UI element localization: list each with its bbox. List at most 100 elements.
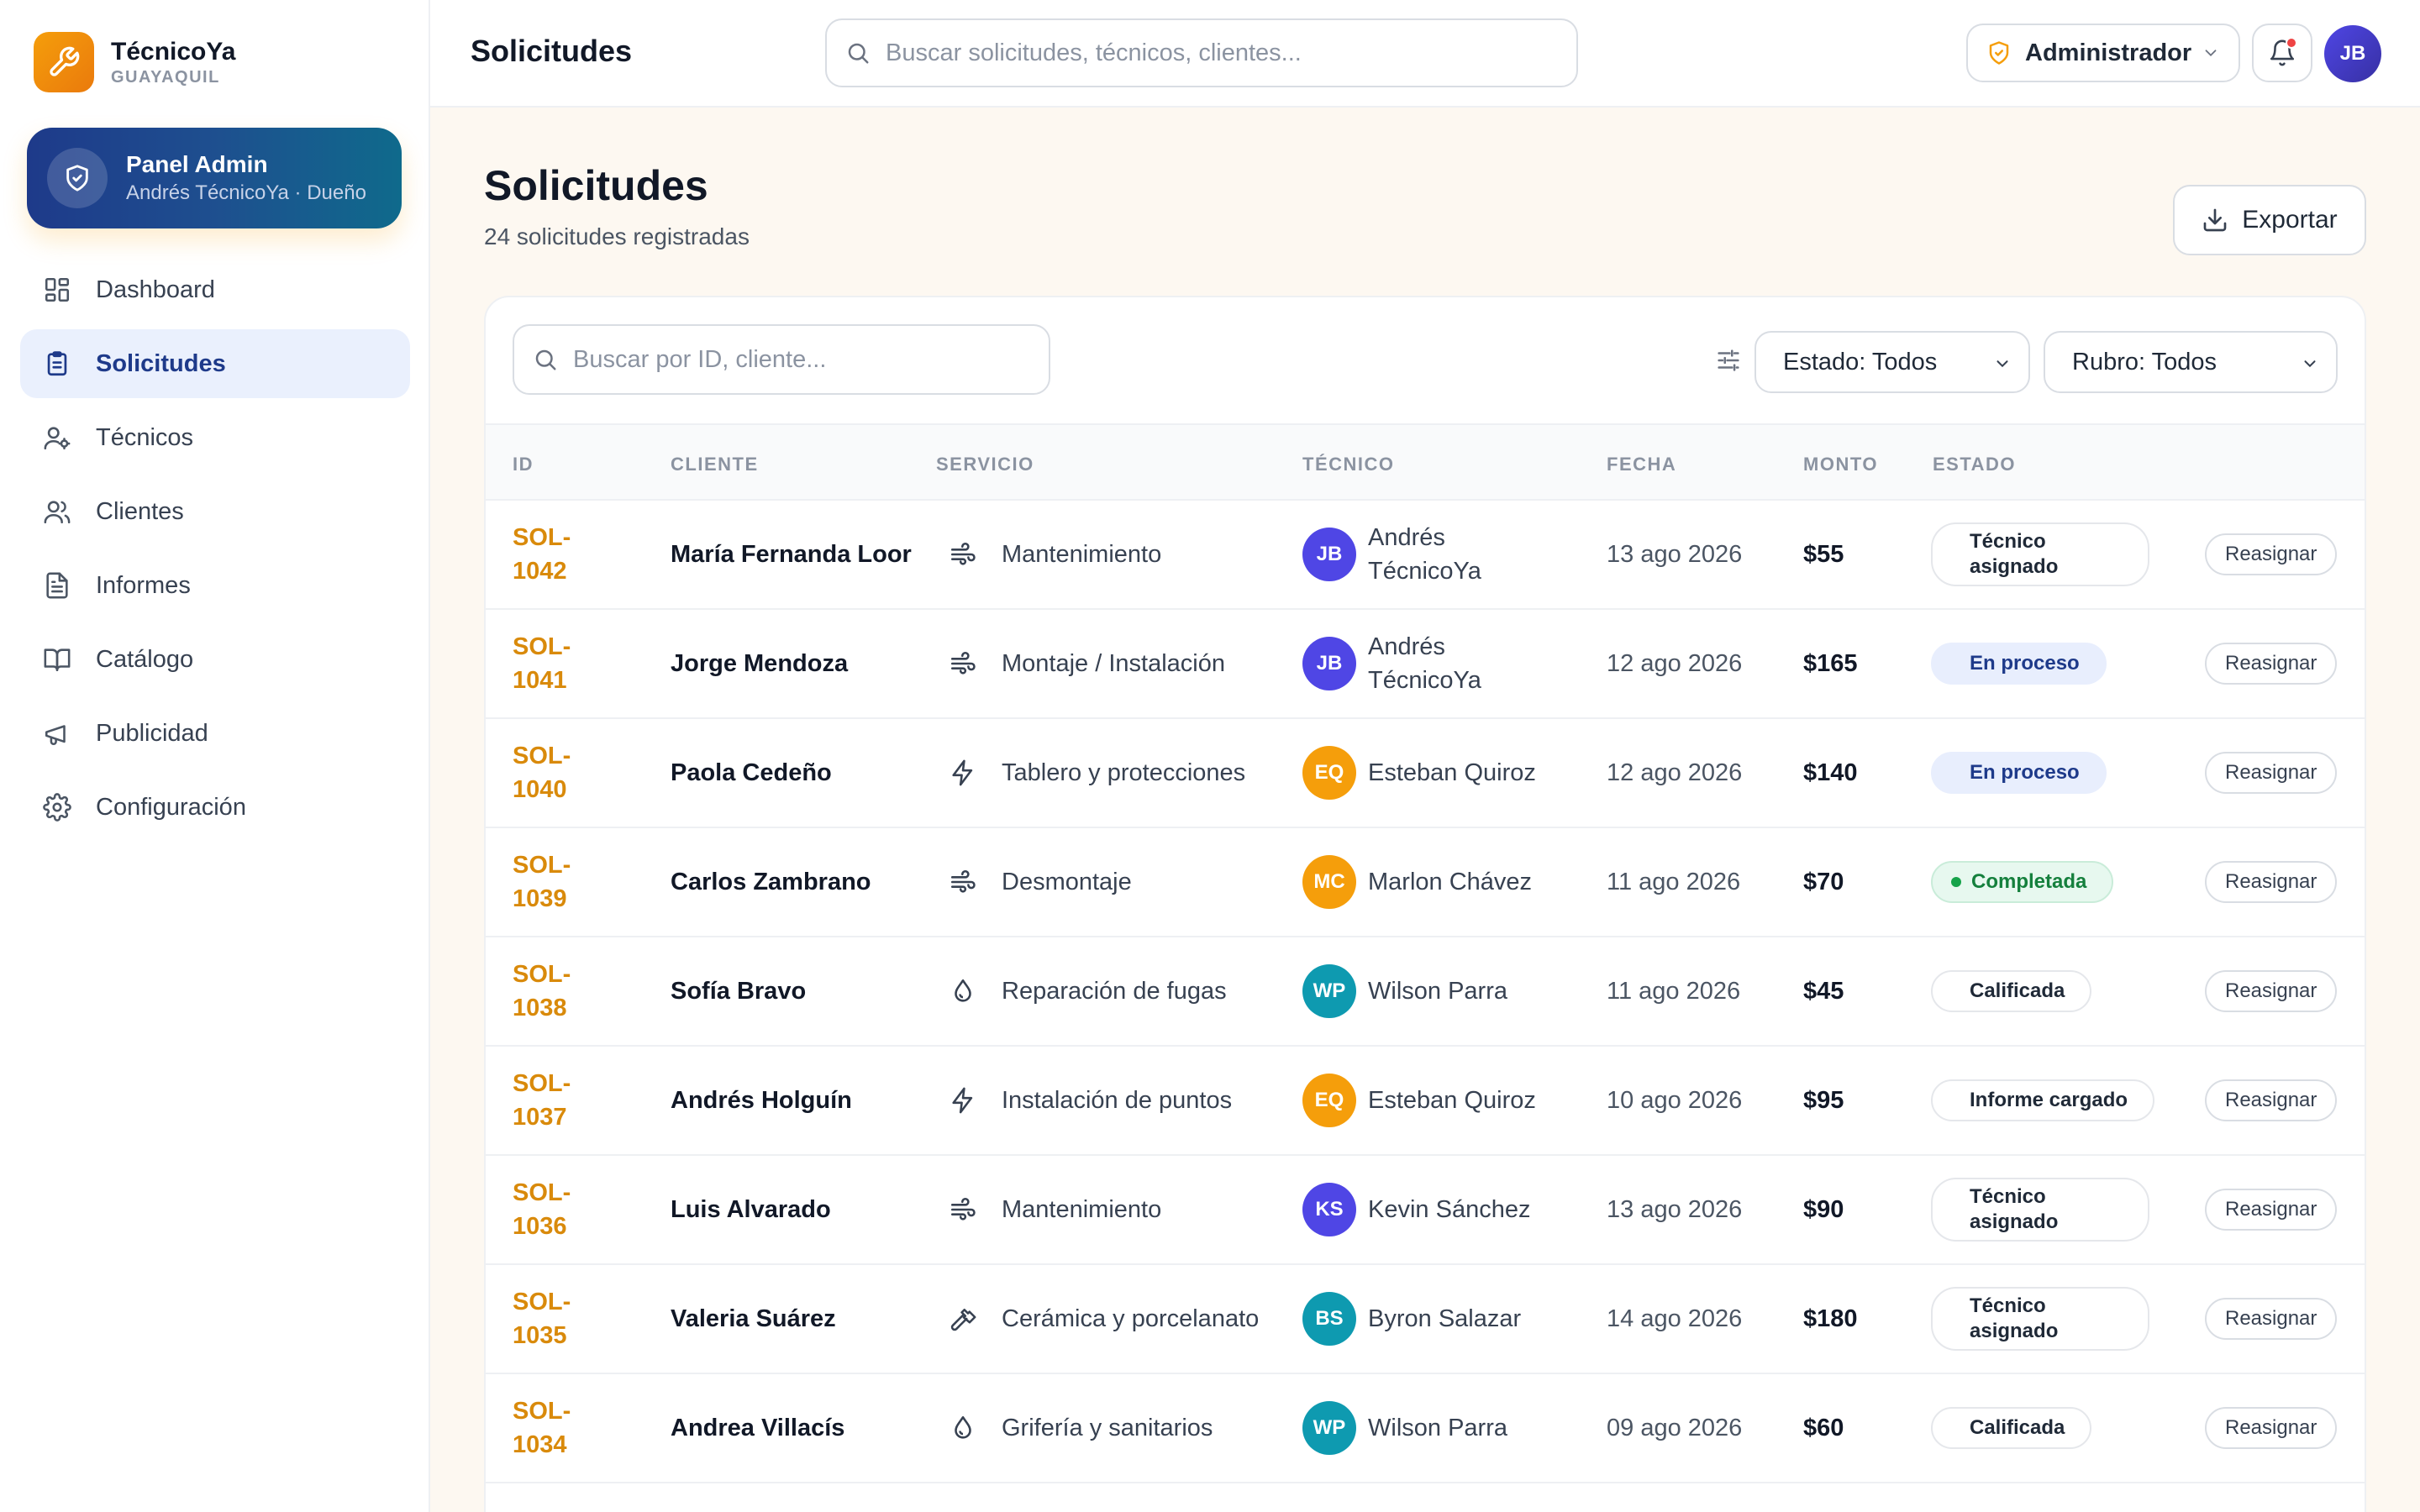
admin-panel-card[interactable]: Panel Admin Andrés TécnicoYa · Dueño <box>27 128 402 228</box>
table-row[interactable]: SOL-1038 Sofía Bravo Reparación de fugas WP… <box>486 937 2365 1047</box>
sidebar-item-label: Informes <box>96 571 191 599</box>
dashboard-icon <box>40 273 74 307</box>
export-label: Exportar <box>2242 206 2338 234</box>
column-header-servicio[interactable]: SERVICIO <box>936 454 1034 475</box>
table-row[interactable]: SOL-1040 Paola Cedeño Tablero y proteccion… <box>486 719 2365 828</box>
request-amount: $60 <box>1803 1414 1844 1441</box>
table-row[interactable]: SOL-1035 Valeria Suárez Cerámica y porcela… <box>486 1265 2365 1374</box>
sidebar-item-solicitudes[interactable]: Solicitudes <box>20 329 410 398</box>
reassign-button[interactable]: Reasignar <box>2205 643 2338 685</box>
rubro-filter-select[interactable]: Rubro: Todos <box>2044 331 2338 393</box>
table-row[interactable]: SOL-1041 Jorge Mendoza Montaje / Instalaci… <box>486 610 2365 719</box>
reassign-button[interactable]: Reasignar <box>2205 861 2338 903</box>
sidebar-item-catalogo[interactable]: Catálogo <box>20 625 410 694</box>
sidebar-item-tecnicos[interactable]: Técnicos <box>20 403 410 472</box>
reassign-button[interactable]: Reasignar <box>2205 1079 2338 1121</box>
chevron-down-icon <box>1993 354 2012 373</box>
status-cell: En proceso <box>1931 610 2183 717</box>
service-name: Desmontaje <box>1002 869 1132 895</box>
airflow-icon <box>946 1193 980 1226</box>
column-header-cliente[interactable]: CLIENTE <box>671 454 759 475</box>
avatar: MC <box>1302 855 1356 909</box>
reassign-button[interactable]: Reasignar <box>2205 1189 2338 1231</box>
column-header-tecnico[interactable]: TÉCNICO <box>1302 454 1395 475</box>
request-id: SOL-1035 <box>513 1289 571 1349</box>
role-select-value: Administrador <box>2025 39 2192 66</box>
sidebar-item-publicidad[interactable]: Publicidad <box>20 699 410 768</box>
status-badge: Completada <box>1931 861 2114 903</box>
reassign-button[interactable]: Reasignar <box>2205 752 2338 794</box>
avatar[interactable]: JB <box>2324 25 2381 82</box>
sidebar-item-clientes[interactable]: Clientes <box>20 477 410 546</box>
request-id-link[interactable]: SOL-1042 <box>513 501 639 608</box>
request-id-link[interactable]: SOL-1039 <box>513 828 639 936</box>
sidebar-item-dashboard[interactable]: Dashboard <box>20 255 410 324</box>
table-row[interactable]: SOL-1039 Carlos Zambrano Desmontaje MC Marlo… <box>486 828 2365 937</box>
table-row[interactable]: SOL-1034 Andrea Villacís Grifería y sanita… <box>486 1374 2365 1483</box>
technician-cell: EQ Esteban Quiroz <box>1302 1047 1605 1154</box>
table-row[interactable]: SOL-1036 Luis Alvarado Mantenimiento KS Kevi… <box>486 1156 2365 1265</box>
client-name: María Fernanda Loor <box>671 541 912 568</box>
action-cell: Reasignar <box>2205 610 2338 717</box>
request-id-link[interactable]: SOL-1037 <box>513 1047 639 1154</box>
service-cell: Cerámica y porcelanato <box>946 1265 1307 1373</box>
request-id-link[interactable]: SOL-1036 <box>513 1156 639 1263</box>
avatar: EQ <box>1302 1074 1356 1127</box>
request-id-link[interactable]: SOL-1041 <box>513 610 639 717</box>
table-search[interactable] <box>513 324 1050 395</box>
status-badge: Informe cargado <box>1931 1079 2155 1121</box>
reassign-button[interactable]: Reasignar <box>2205 1407 2338 1449</box>
lightning-icon <box>946 756 980 790</box>
request-id-link[interactable]: SOL-1040 <box>513 719 639 827</box>
sidebar-item-configuracion[interactable]: Configuración <box>20 773 410 842</box>
technician-name: Andrés TécnicoYa <box>1368 633 1481 694</box>
request-id: SOL-1040 <box>513 743 571 803</box>
request-id-link[interactable]: SOL-1034 <box>513 1374 639 1482</box>
droplet-icon <box>946 1411 980 1445</box>
droplet-icon <box>946 974 980 1008</box>
status-label: Completada <box>1971 870 2087 893</box>
reassign-button[interactable]: Reasignar <box>2205 970 2338 1012</box>
requests-table-card: Estado: Todos Rubro: Todos ID CLIENTE SE… <box>484 296 2366 1512</box>
reassign-button[interactable]: Reasignar <box>2205 1298 2338 1340</box>
status-badge: Técnico asignado <box>1931 1178 2149 1242</box>
topbar: Solicitudes Administrador JB <box>430 0 2420 108</box>
request-amount: $140 <box>1803 759 1858 786</box>
column-header-estado[interactable]: ESTADO <box>1933 454 2017 475</box>
technician-name: Wilson Parra <box>1368 978 1507 1005</box>
global-search[interactable] <box>825 18 1578 87</box>
sidebar: TécnicoYa GUAYAQUIL Panel Admin Andrés T… <box>0 0 430 1512</box>
column-header-fecha[interactable]: FECHA <box>1607 454 1677 475</box>
request-id-link[interactable]: SOL-1038 <box>513 937 639 1045</box>
service-cell: Instalación de puntos <box>946 1047 1307 1154</box>
notifications-button[interactable] <box>2252 24 2312 82</box>
shield-icon <box>1986 40 2012 66</box>
table-row[interactable]: SOL-1037 Andrés Holguín Instalación de pun… <box>486 1047 2365 1156</box>
table-search-input[interactable] <box>573 345 1038 374</box>
role-select[interactable]: Administrador <box>1966 24 2240 82</box>
sliders-icon[interactable] <box>1714 346 1743 375</box>
request-amount: $165 <box>1803 649 1858 677</box>
wrench-icon <box>34 32 94 92</box>
book-icon <box>40 643 74 676</box>
column-header-id[interactable]: ID <box>513 454 534 475</box>
service-name: Reparación de fugas <box>1002 978 1227 1005</box>
megaphone-icon <box>40 717 74 750</box>
sidebar-item-label: Clientes <box>96 497 184 525</box>
estado-filter-select[interactable]: Estado: Todos <box>1754 331 2030 393</box>
request-amount: $180 <box>1803 1305 1858 1332</box>
request-id-link[interactable]: SOL-1035 <box>513 1265 639 1373</box>
request-date: 13 ago 2026 <box>1607 1195 1743 1223</box>
table-row[interactable]: SOL-1042 María Fernanda Loor Mantenimiento… <box>486 501 2365 610</box>
table-body: SOL-1042 María Fernanda Loor Mantenimiento… <box>486 501 2365 1483</box>
global-search-input[interactable] <box>886 39 1544 67</box>
technician-name: Kevin Sánchez <box>1368 1196 1531 1223</box>
export-button[interactable]: Exportar <box>2173 185 2366 255</box>
service-cell: Reparación de fugas <box>946 937 1307 1045</box>
brand[interactable]: TécnicoYa GUAYAQUIL <box>34 32 235 92</box>
reassign-button[interactable]: Reasignar <box>2205 533 2338 575</box>
service-name: Cerámica y porcelanato <box>1002 1305 1260 1332</box>
technician-name: Andrés TécnicoYa <box>1368 524 1481 585</box>
sidebar-item-informes[interactable]: Informes <box>20 551 410 620</box>
column-header-monto[interactable]: MONTO <box>1803 454 1878 475</box>
